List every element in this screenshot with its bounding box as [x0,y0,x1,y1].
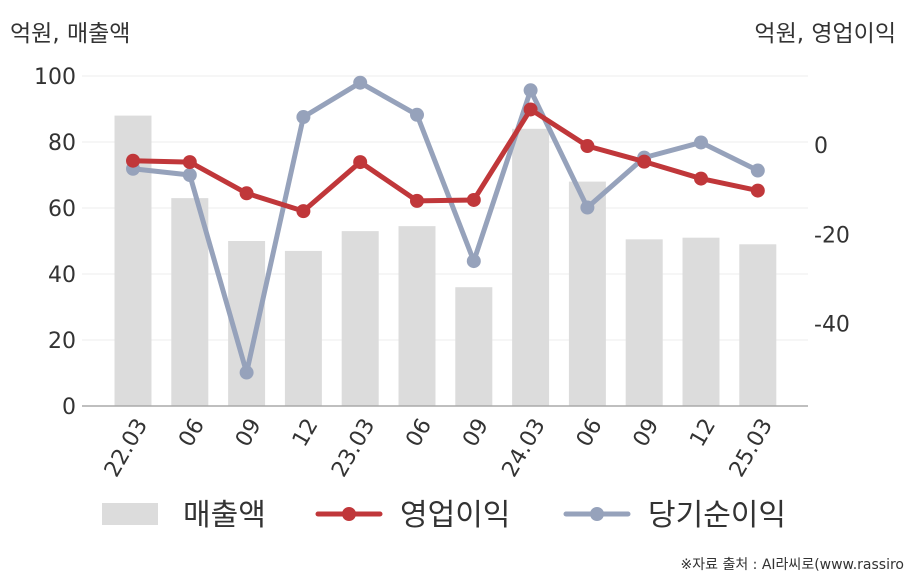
x-axis-tick-label: 12 [288,415,324,452]
right-axis-tick-label: -20 [814,223,850,248]
operating-profit-line [130,106,761,214]
operating-profit-point [353,155,368,170]
operating-profit-point [126,153,140,168]
x-axis-tick-label: 09 [231,415,267,452]
bar [284,250,322,406]
operating-profit-point [239,186,254,201]
bar [568,181,606,406]
bar [739,244,777,406]
legend-net-income-label: 당기순이익 [648,498,786,533]
legend-net-income-swatch-point [590,507,604,521]
bar [171,198,209,406]
left-axis-tick-label: 100 [34,65,76,90]
bar [398,226,436,406]
net-income-point [239,365,254,380]
bar [341,231,379,406]
x-axis-tick-label: 12 [685,415,721,452]
x-axis-tick-label: 22.03 [100,415,153,482]
net-income-point [410,107,424,122]
net-income-point [296,110,311,125]
x-axis-tick-label: 09 [458,415,494,452]
x-axis-tick-label: 09 [629,415,665,452]
net-income-point [694,135,708,150]
x-axis-tick-label: 24.03 [498,415,551,482]
net-income-point [182,168,197,182]
bar [512,128,550,407]
right-axis-tick-label: -40 [814,313,850,338]
net-income-point [466,254,481,269]
operating-profit-point [466,192,481,207]
right-axis-unit-label: 억원, 영업이익 [754,21,896,47]
left-axis-tick-label: 60 [48,197,76,222]
net-income-point [523,83,538,98]
x-axis-tick-label: 25.03 [725,415,778,482]
bar [625,239,663,406]
legend-sales-label: 매출액 [183,498,266,533]
operating-profit-point [694,171,708,186]
net-income-point [750,163,765,178]
operating-profit-point [523,102,538,117]
bar [682,237,720,406]
x-axis-tick-label: 06 [401,415,437,452]
operating-profit-point [750,183,765,198]
x-axis-tick-label: 06 [572,415,608,452]
left-axis-tick-label: 40 [48,263,76,288]
legend-operating-profit-label: 영업이익 [400,498,510,533]
source-note: ※자료 출처 : AI라씨로(www.rassiro [680,557,904,573]
operating-profit-point [637,154,652,169]
x-axis-tick-label: 06 [174,415,210,452]
left-axis-unit-label: 억원, 매출액 [10,21,131,47]
left-axis-tick-label: 20 [48,329,76,354]
operating-profit-point [182,155,197,170]
right-axis-tick-label: 0 [814,134,828,159]
x-axis-tick-label: 23.03 [327,415,380,482]
operating-profit-point [410,193,424,208]
operating-profit-point [580,139,595,154]
bar [455,287,493,406]
legend-sales-swatch [102,503,158,525]
net-income-point [580,200,595,215]
left-axis-tick-label: 80 [48,131,76,156]
net-income-point [353,75,368,90]
net-income-line [130,80,761,376]
left-axis-tick-label: 0 [62,395,76,420]
operating-profit-point [296,204,311,219]
legend-operating-profit-swatch-point [342,507,356,521]
